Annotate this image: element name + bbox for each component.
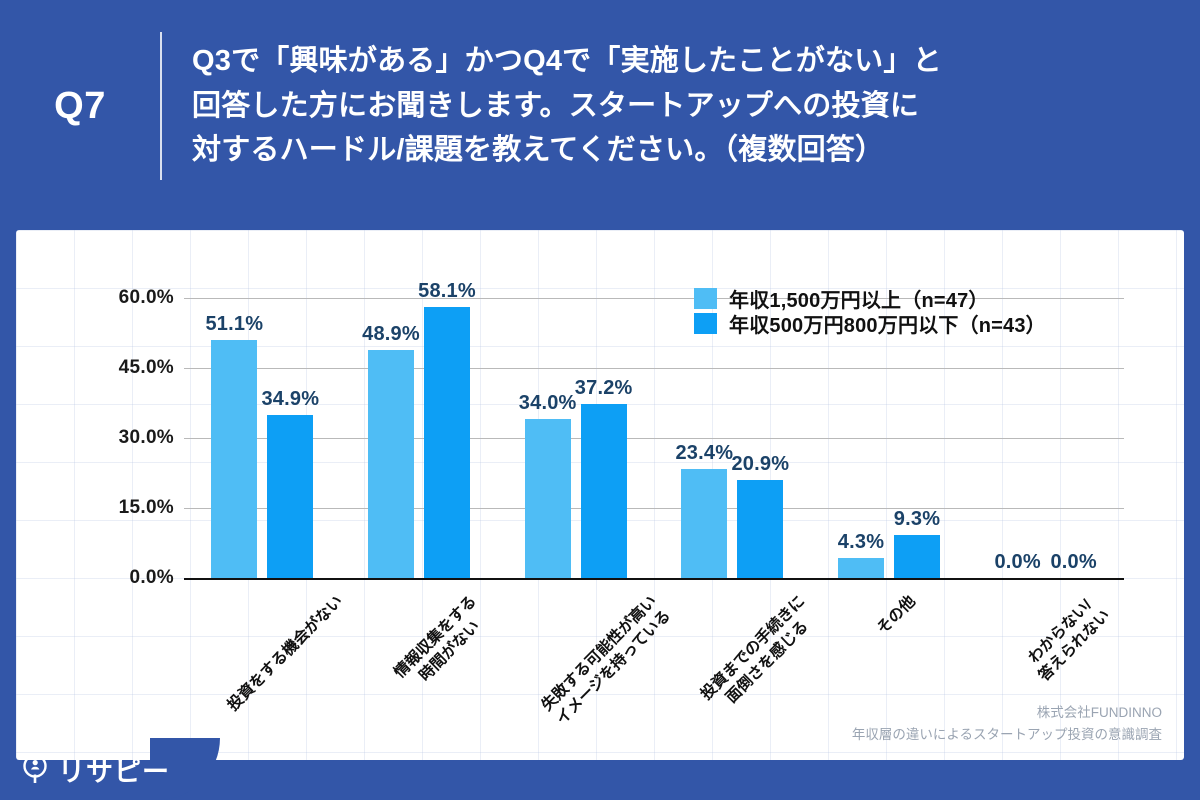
- question-line-2: 回答した方にお聞きします。スタートアップへの投資に: [192, 89, 920, 122]
- y-axis-tick-label: 45.0%: [118, 357, 174, 378]
- bar-1-2: [580, 404, 627, 578]
- bar-1-1: [424, 306, 470, 578]
- bar-value-label: 20.9%: [731, 453, 790, 476]
- x-axis-category-label: 失敗する可能性が高い イメージを持っている: [538, 592, 674, 728]
- credits-company: 株式会社FUNDINNO: [1036, 705, 1162, 721]
- bar-value-label: 23.4%: [675, 441, 734, 464]
- question-number: Q7: [54, 84, 106, 127]
- footer-logo[interactable]: リサピー: [0, 738, 196, 800]
- legend-label-1: 年収500万円800万円以下（n=43）: [729, 315, 1046, 337]
- legend-swatch-icon-1: [694, 313, 717, 334]
- bar-value-label: 34.9%: [261, 388, 320, 411]
- header-divider: [160, 32, 162, 180]
- legend-swatch-icon-0: [694, 288, 717, 309]
- logo-text: リサピー: [58, 756, 170, 787]
- credits-survey: 年収層の違いによるスタートアップ投資の意識調査: [851, 727, 1162, 743]
- bar-0-0: [211, 339, 258, 578]
- question-line-3: 対するハードル/課題を教えてください。（複数回答）: [192, 134, 885, 167]
- magnifier-icon: [22, 754, 49, 784]
- y-axis-tick-label: 0.0%: [129, 567, 174, 588]
- chart-credits: 株式会社FUNDINNO 年収層の違いによるスタートアップ投資の意識調査: [852, 702, 1162, 746]
- y-axis-tick-label: 60.0%: [118, 287, 174, 308]
- bar-value-label: 0.0%: [1050, 551, 1097, 573]
- question-line-1: Q3で「興味がある」かつQ4で「実施したことがない」と: [192, 44, 942, 77]
- bar-value-label: 9.3%: [893, 507, 941, 530]
- bar-1-3: [737, 480, 784, 578]
- legend-item-1: 年収500万円800万円以下（n=43）: [694, 311, 1046, 337]
- bar-value-label: 37.2%: [574, 377, 633, 400]
- bar-0-2: [524, 419, 571, 578]
- x-axis-line: [184, 578, 1124, 580]
- bar-0-3: [681, 468, 728, 578]
- x-axis-category-label: 投資までの手続きに 面倒さを感じる: [698, 592, 812, 707]
- bar-1-0: [267, 415, 314, 578]
- bar-value-label: 0.0%: [994, 551, 1041, 573]
- bar-value-label: 58.1%: [418, 279, 476, 302]
- bar-value-label: 34.0%: [518, 392, 577, 415]
- y-axis-tick-label: 15.0%: [118, 497, 174, 518]
- chart-plot-area: 0.0% 15.0% 30.0% 45.0% 60.0% 51.1% 34.9% 投資をする機…: [16, 230, 1184, 760]
- gridline: [184, 438, 1124, 439]
- bar-0-1: [368, 349, 414, 578]
- bar-value-label: 51.1%: [205, 312, 264, 335]
- question-text: Q3で「興味がある」かつQ4で「実施したことがない」と 回答した方にお聞きします…: [162, 39, 1200, 174]
- legend-label-0: 年収1,500万円以上（n=47）: [729, 290, 989, 312]
- x-axis-category-label: わからない/答えられない: [1025, 596, 1113, 685]
- bar-0-4: [838, 557, 884, 578]
- gridline: [184, 298, 1124, 299]
- chart-card: 0.0% 15.0% 30.0% 45.0% 60.0% 51.1% 34.9% 投資をする機…: [16, 230, 1184, 760]
- question-header: Q7 Q3で「興味がある」かつQ4で「実施したことがない」と 回答した方にお聞き…: [0, 0, 1200, 212]
- legend-item-0: 年収1,500万円以上（n=47）: [694, 286, 1046, 312]
- x-axis-category-label: 投資をする機会がない: [224, 592, 347, 715]
- gridline: [184, 508, 1124, 509]
- bar-1-4: [894, 534, 940, 578]
- x-axis-category-label: 情報収集をする 時間がない: [391, 592, 484, 685]
- y-axis-tick-label: 30.0%: [118, 427, 174, 448]
- x-axis-category-label: その他: [874, 592, 919, 638]
- chart-legend: 年収1,500万円以上（n=47） 年収500万円800万円以下（n=43）: [694, 286, 1046, 337]
- bar-value-label: 48.9%: [362, 322, 420, 345]
- bar-value-label: 4.3%: [837, 530, 885, 553]
- gridline: [184, 368, 1124, 369]
